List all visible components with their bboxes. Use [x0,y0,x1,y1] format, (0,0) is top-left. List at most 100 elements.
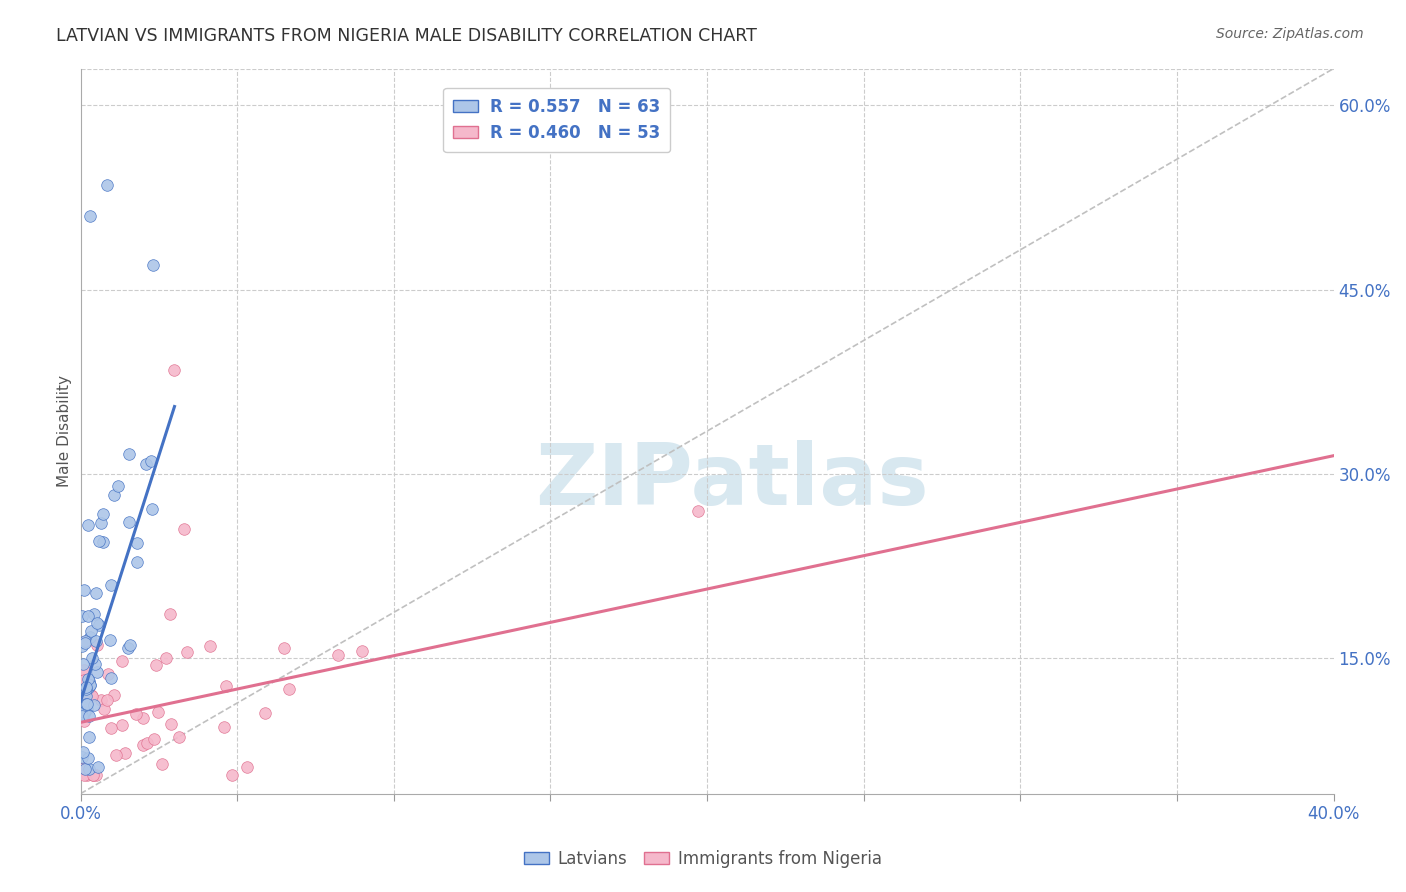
Text: LATVIAN VS IMMIGRANTS FROM NIGERIA MALE DISABILITY CORRELATION CHART: LATVIAN VS IMMIGRANTS FROM NIGERIA MALE … [56,27,756,45]
Point [118,447,141,461]
Point [75,690,97,704]
Point [72,673,94,688]
Point [86,665,108,679]
Point [82,768,104,782]
Point [70,749,93,764]
Point [96,693,118,707]
Point [72,714,94,728]
Point [72,768,94,782]
Point [111,718,134,732]
Point [273,640,295,655]
Y-axis label: Male Disability: Male Disability [58,376,72,487]
Point [87,760,110,774]
Point [73,636,96,650]
Point [131,710,153,724]
Point [75,634,97,648]
Point [80,688,103,702]
Point [79,630,101,644]
Point [77,762,100,776]
Point [72,761,94,775]
Point [77,673,100,688]
Point [146,705,169,719]
Point [72,663,94,677]
Point [131,738,153,752]
Point [100,671,122,685]
Point [103,488,125,502]
Legend: R = 0.557   N = 63, R = 0.460   N = 53: R = 0.557 N = 63, R = 0.460 N = 53 [443,87,671,152]
Point [212,720,235,734]
Point [104,748,127,763]
Point [84,768,107,782]
Point [127,555,149,569]
Point [84,634,107,648]
Text: Source: ZipAtlas.com: Source: ZipAtlas.com [1216,27,1364,41]
Point [87,533,110,548]
Point [73,762,96,776]
Point [86,586,108,600]
Point [77,609,100,624]
Point [76,681,98,696]
Point [83,657,105,671]
Point [76,768,98,782]
Point [127,536,149,550]
Point [167,730,190,744]
Point [70,608,93,623]
Point [114,746,136,760]
Point [86,638,108,652]
Point [139,454,162,468]
Point [80,651,103,665]
Point [135,457,157,471]
Point [277,682,299,697]
Legend: Latvians, Immigrants from Nigeria: Latvians, Immigrants from Nigeria [517,844,889,875]
Point [136,736,159,750]
Point [80,624,103,638]
Point [142,258,165,272]
Point [70,682,93,697]
Point [79,209,101,223]
Point [142,731,165,746]
Point [73,582,96,597]
Point [72,706,94,720]
Point [70,708,93,723]
Point [91,535,114,549]
Point [72,639,94,653]
Point [176,645,198,659]
Point [215,679,238,693]
Point [77,709,100,723]
Point [72,657,94,672]
Point [93,507,115,521]
Point [83,607,105,621]
Point [221,768,243,782]
Point [79,677,101,691]
Point [75,697,97,711]
Point [86,615,108,630]
Point [159,607,181,622]
Point [155,650,177,665]
Point [686,504,709,518]
Point [76,697,98,711]
Point [77,672,100,686]
Text: ZIPatlas: ZIPatlas [536,441,929,524]
Point [118,638,141,652]
Point [160,716,183,731]
Point [117,641,139,656]
Point [96,178,118,193]
Point [145,658,167,673]
Point [72,745,94,759]
Point [75,686,97,700]
Point [200,639,222,653]
Point [83,698,105,712]
Point [75,634,97,648]
Point [79,678,101,692]
Point [75,680,97,694]
Point [150,757,173,772]
Point [118,515,141,529]
Point [72,667,94,681]
Point [107,479,129,493]
Point [77,731,100,745]
Point [97,667,120,681]
Point [98,633,121,648]
Point [76,681,98,695]
Point [125,707,148,722]
Point [89,618,111,632]
